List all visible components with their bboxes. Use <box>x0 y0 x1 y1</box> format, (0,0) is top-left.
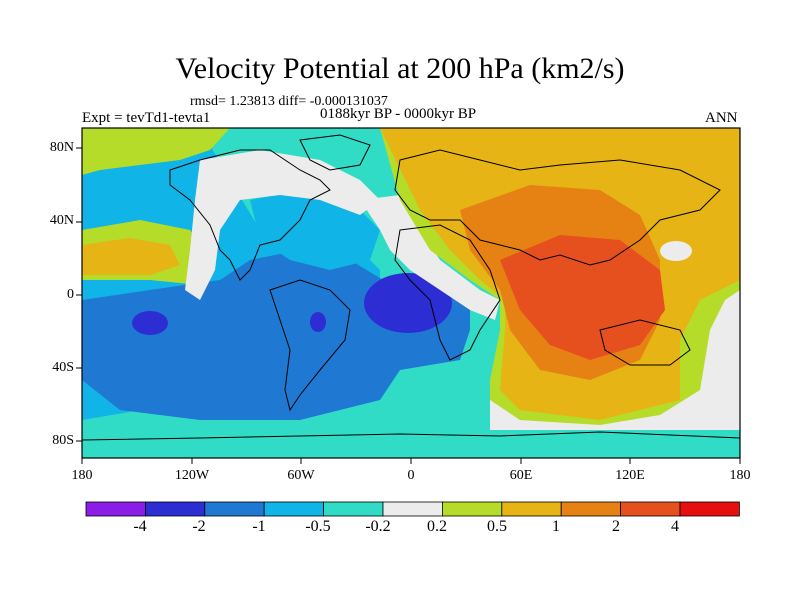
colorbar-swatch <box>144 501 206 517</box>
experiment-label: Expt = tevTd1-tevta1 <box>82 110 211 126</box>
season-label: ANN <box>705 110 738 126</box>
y-tick-0: 0 <box>67 287 74 302</box>
colorbar-label: 2 <box>612 518 620 535</box>
coast-greenland <box>299 134 371 171</box>
colorbar-label: 1 <box>552 518 560 535</box>
x-tick-0: 0 <box>407 468 415 483</box>
map-title: Velocity Potential at 200 hPa (km2/s) <box>175 52 625 85</box>
colorbar-swatch <box>263 501 325 517</box>
x-tick-120w: 120W <box>174 468 210 483</box>
x-tick-60e: 60E <box>509 468 533 483</box>
coast-antarctica <box>82 431 740 441</box>
stats-text: rmsd= 1.23813 diff= -0.000131037 <box>190 94 388 109</box>
contour-field <box>82 128 740 458</box>
field-pos-yellow-w <box>82 238 180 275</box>
x-tick-180e: 180 <box>729 468 751 483</box>
field-pos-green-nw <box>82 128 230 175</box>
coast-eurasia <box>394 149 721 266</box>
colorbar-label: 4 <box>671 518 679 535</box>
axis-ticks <box>76 147 741 464</box>
field-pos-red-east <box>500 235 665 360</box>
y-tick-40s: 40S <box>52 360 74 375</box>
colorbar-label: -2 <box>192 518 206 535</box>
colorbar-label: 0.2 <box>427 518 447 535</box>
y-tick-80n: 80N <box>49 140 74 155</box>
colorbar-swatch <box>323 501 384 517</box>
colorbar-swatch <box>204 501 265 517</box>
colorbar-swatch <box>441 501 503 517</box>
colorbar-swatch <box>679 501 740 517</box>
x-tick-60w: 60W <box>287 468 315 483</box>
field-zero-oval <box>660 241 692 261</box>
y-tick-80s: 80S <box>52 433 74 448</box>
field-zero-africa <box>360 195 500 320</box>
colorbar-swatch <box>560 501 622 517</box>
x-tick-120e: 120E <box>615 468 645 483</box>
colorbar-label: -4 <box>133 518 147 535</box>
x-tick-180w: 180 <box>71 468 93 483</box>
field-zero-south <box>490 290 740 440</box>
coast-north-america <box>169 149 331 281</box>
field-core-andes <box>310 312 326 332</box>
colorbar-label: -0.2 <box>365 518 391 535</box>
colorbar-label: -0.5 <box>305 518 331 535</box>
coast-australia <box>599 319 691 366</box>
coast-south-america <box>269 279 351 412</box>
colorbar <box>85 501 740 517</box>
field-core-atlantic <box>364 273 452 333</box>
coastlines <box>82 134 740 441</box>
colorbar-swatch <box>620 501 681 517</box>
colorbar-label: -1 <box>252 518 266 535</box>
y-tick-40n: 40N <box>49 213 74 228</box>
colorbar-label: 0.5 <box>487 518 507 535</box>
coast-africa <box>394 224 501 361</box>
period-label: 0188kyr BP - 0000kyr BP <box>320 106 477 122</box>
colorbar-swatch <box>382 501 443 517</box>
colorbar-swatch <box>85 501 146 517</box>
field-zero-nw <box>185 150 380 300</box>
field-core-pacific <box>132 311 168 335</box>
colorbar-swatch <box>501 501 562 517</box>
